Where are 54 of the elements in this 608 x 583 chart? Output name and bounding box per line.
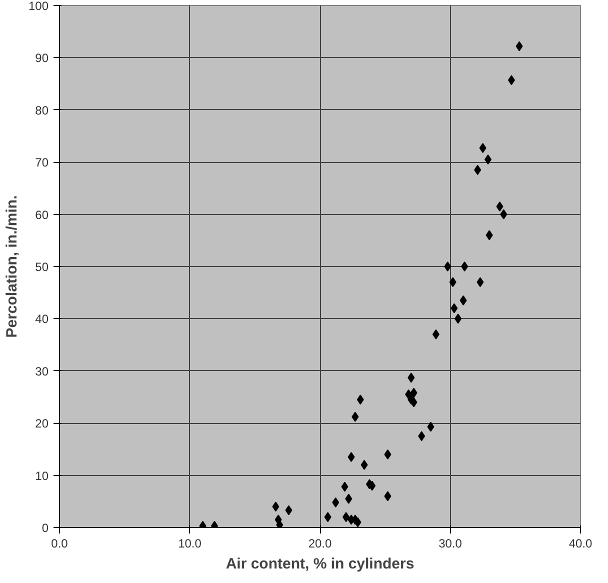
point	[384, 449, 392, 460]
x-tick-label: 20.0	[308, 536, 332, 550]
point	[342, 512, 350, 522]
y-tick-label: 100	[28, 0, 49, 13]
y-axis-title: Percolation, in./min.	[3, 195, 20, 338]
point	[360, 460, 368, 470]
x-tick-label: 40.0	[568, 536, 593, 550]
point	[356, 394, 364, 405]
x-axis-title: Air content, % in cylinders	[226, 556, 414, 572]
point	[324, 512, 332, 522]
point	[354, 517, 362, 528]
point	[479, 143, 486, 154]
point	[500, 209, 508, 220]
point	[516, 41, 523, 52]
point	[460, 295, 467, 306]
point	[449, 277, 456, 288]
point	[450, 303, 458, 314]
y-tick-label: 90	[35, 51, 49, 66]
point	[496, 201, 504, 212]
point	[474, 164, 482, 175]
y-tick-label: 80	[35, 103, 49, 118]
y-tick-label: 40	[35, 312, 49, 326]
point	[352, 412, 359, 422]
point	[345, 494, 352, 504]
point	[272, 502, 280, 512]
x-tick-label: 0.0	[51, 536, 68, 550]
point	[285, 505, 292, 516]
point	[418, 431, 426, 442]
y-tick-label: 70	[35, 156, 49, 170]
point	[332, 497, 340, 508]
point	[410, 388, 418, 398]
y-tick-label: 30	[35, 364, 49, 378]
y-tick-label: 0	[42, 521, 49, 535]
point	[341, 482, 348, 492]
point	[432, 329, 440, 340]
point	[461, 262, 468, 272]
point	[368, 480, 376, 491]
point	[427, 422, 434, 432]
x-tick-label: 10.0	[178, 536, 202, 550]
point	[454, 314, 462, 324]
point	[348, 452, 355, 462]
point	[410, 397, 418, 408]
point	[486, 230, 493, 240]
y-tick-label: 60	[35, 208, 49, 222]
point	[476, 277, 484, 288]
point	[444, 262, 452, 272]
y-tick-label: 20	[35, 416, 49, 431]
point	[484, 154, 492, 164]
x-tick-label: 30.0	[438, 536, 462, 550]
point	[508, 75, 515, 86]
point	[408, 372, 415, 383]
point	[384, 491, 392, 502]
y-tick-label: 10	[35, 468, 49, 483]
y-tick-label: 50	[35, 260, 49, 274]
